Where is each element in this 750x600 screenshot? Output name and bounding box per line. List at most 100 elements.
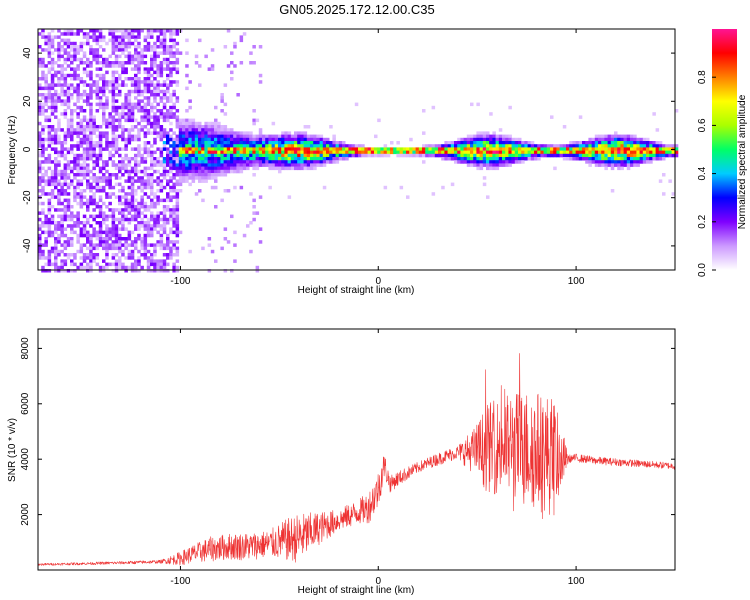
spectrogram-cell [127,211,132,215]
spectrogram-cell [210,137,215,142]
spectrogram-cell [114,125,119,129]
spectrogram-cell [434,153,439,158]
spectrogram-cell [159,112,164,116]
spectrogram-cell [162,131,167,135]
spectrogram-cell [98,198,103,203]
spectrogram-cell [518,141,522,145]
spectrogram-cell [345,147,349,151]
spectrogram-cell [614,157,618,161]
spectrogram-cell [207,169,212,174]
spectrogram-cell [114,128,119,132]
spectrogram-cell [92,35,96,39]
spectrogram-cell [102,109,106,113]
colorbar-tick-label: 0.8 [697,70,708,84]
spectrogram-cell [98,96,103,100]
spectrogram-cell [108,230,112,235]
spectrogram-cell [674,147,679,151]
spectrogram-cell [191,125,196,129]
spectrogram-cell [223,128,228,132]
spectrogram-cell [66,29,71,33]
spectrogram-cell [57,35,61,39]
spectrogram-cell [124,54,128,59]
spectrogram-cell [214,134,218,139]
spectrogram-cell [175,144,180,148]
spectrogram-cell [258,134,263,139]
spectrogram-cell [233,134,237,139]
spectrogram-cell [41,189,45,193]
spectrogram-cell [220,160,224,164]
spectrogram-cell [486,131,490,135]
spectrogram-cell [57,118,61,123]
spectrogram-cell [668,153,672,158]
spectrogram-cell [108,38,112,43]
spectrogram-cell [130,89,135,94]
spectrogram-cell [102,115,106,119]
spectrogram-cell [271,141,276,145]
spectrogram-cell [76,67,80,71]
spectrogram-cell [143,208,148,212]
spectrogram-cell [162,157,167,161]
spectrogram-cell [194,147,199,151]
spectrogram-cell [130,256,135,260]
spectrogram-cell [169,29,173,33]
spectrogram-cell [105,214,109,219]
spectrogram-cell [252,211,256,215]
spectrogram-cell [575,153,580,158]
spectrogram-cell [233,166,237,171]
spectrogram-cell [665,153,669,158]
spectrogram-cell [130,169,135,174]
spectrogram-cell [102,265,106,270]
spectrogram-cell [50,137,55,142]
spectrogram-cell [70,125,74,129]
spectrogram-cell [614,163,618,167]
spectrogram-cell [98,269,103,273]
spectrogram-cell [105,227,109,231]
spectrogram-cell [143,246,148,251]
spectrogram-cell [60,230,64,235]
spectrogram-cell [642,137,647,142]
spectrogram-cell [479,157,484,161]
spectrogram-cell [268,153,272,158]
spectrogram-cell [57,169,61,174]
spectrogram-cell [588,144,592,148]
spectrogram-cell [543,153,548,158]
spectrogram-cell [482,160,487,164]
spectrogram-cell [70,77,74,81]
spectrogram-cell [220,141,224,145]
spectrogram-cell [66,256,71,260]
spectrogram-cell [166,64,170,68]
spectrogram-cell [258,227,263,231]
spectrogram-cell [495,157,500,161]
spectrogram-cell [214,259,218,263]
spectrogram-cell [252,150,256,155]
spectrogram-cell [76,45,80,49]
spectrogram-cell [210,48,215,52]
spectrogram-cell [82,54,87,59]
spectrogram-cell [86,141,90,145]
spectrogram-cell [121,137,125,142]
spectrogram-cell [543,147,548,151]
spectrogram-cell [444,153,448,158]
spectrogram-cell [495,166,500,171]
spectrogram-cell [489,150,493,155]
spectrogram-cell [274,157,279,161]
spectrogram-cell [127,38,132,43]
spectrogram-cell [41,249,45,254]
spectrogram-cell [124,269,128,273]
spectrogram-cell [175,253,180,257]
spectrogram-cell [150,269,154,273]
spectrogram-cell [255,153,260,158]
spectrogram-cell [162,41,167,46]
spectrogram-cell [156,211,160,215]
spectrogram-cell [134,83,138,87]
spectrogram-cell [169,83,173,87]
spectrogram-cell [127,35,132,39]
spectrogram-cell [134,179,138,183]
spectrogram-cell [63,227,68,231]
spectrogram-cell [617,166,621,171]
spectrogram-cell [233,147,237,151]
spectrogram-cell [98,35,103,39]
spectrogram-cell [82,115,87,119]
spectrogram-cell [172,230,176,235]
spectrogram-cell [674,153,679,158]
